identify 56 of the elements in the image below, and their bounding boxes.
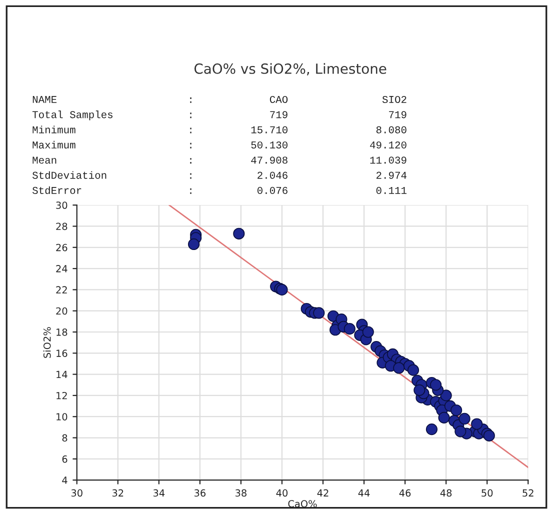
x-tick-label: 30: [71, 489, 82, 497]
text: 2.046: [258, 172, 288, 179]
text: 11.039: [370, 156, 406, 164]
y-tick-label: 30: [56, 202, 68, 209]
text: :: [190, 128, 192, 134]
text: CAO: [270, 96, 288, 104]
x-tick-label: 50: [482, 489, 493, 497]
x-tick-label: 48: [440, 489, 452, 497]
y-tick-label: 12: [56, 392, 67, 400]
x-tick-label: 52: [522, 489, 534, 497]
y-tick-label: 14: [56, 370, 68, 378]
chart-title: CaO% vs SiO2%, Limestone: [194, 63, 386, 76]
text: SIO2: [382, 96, 406, 104]
text: :: [190, 112, 192, 118]
y-tick-label: 26: [56, 244, 68, 252]
text: :: [190, 173, 192, 179]
text: 8.080: [376, 126, 406, 134]
x-tick-label: 44: [358, 489, 370, 496]
text: Total Samples: [32, 110, 112, 120]
text: 2.974: [376, 172, 406, 179]
text: Mean: [32, 156, 56, 164]
text: StdError: [32, 186, 82, 194]
x-tick-label: 32: [112, 489, 124, 497]
text: 47.908: [251, 156, 288, 164]
x-tick-label: 36: [194, 489, 206, 497]
y-tick-label: 20: [56, 307, 68, 315]
x-tick-label: 38: [236, 489, 246, 497]
text: Maximum: [32, 140, 76, 149]
text: 50.130: [251, 141, 288, 149]
text: :: [190, 97, 192, 103]
y-tick-label: 22: [56, 286, 67, 294]
x-tick-label: 42: [317, 489, 328, 496]
text: 49.120: [370, 141, 406, 149]
y-tick-label: 24: [56, 265, 68, 272]
y-tick-label: 4: [62, 476, 68, 484]
text: NAME: [32, 96, 57, 103]
text: 0.111: [376, 186, 406, 194]
y-tick-label: 6: [62, 455, 68, 463]
y-tick-label: 18: [56, 328, 68, 336]
text: 0.076: [257, 186, 288, 194]
x-tick-label: 46: [399, 489, 411, 497]
y-axis-title: SiO2%: [43, 327, 51, 358]
text: :: [190, 142, 192, 148]
y-tick-label: 10: [56, 413, 68, 420]
x-tick-label: 40: [276, 489, 288, 497]
x-tick-label: 34: [153, 489, 165, 497]
text: :: [190, 188, 192, 194]
y-tick-label: 16: [56, 350, 68, 357]
text: 15.710: [251, 126, 288, 134]
text: Minimum: [32, 126, 76, 134]
text: 719: [270, 111, 288, 118]
text: 719: [389, 111, 406, 118]
text: :: [190, 158, 192, 164]
text: StdDeviation: [32, 171, 106, 179]
y-tick-label: 28: [56, 222, 68, 230]
y-tick-label: 8: [62, 434, 68, 442]
